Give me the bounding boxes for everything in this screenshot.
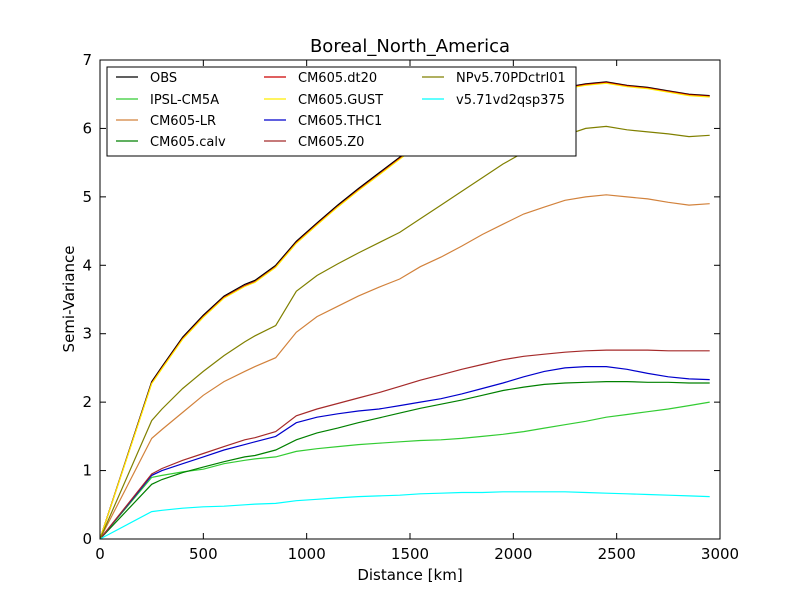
legend-label-5: CM605.GUST (298, 93, 383, 108)
series-line-2 (99, 194, 710, 540)
legend-label-4: CM605.dt20 (298, 71, 377, 86)
legend-label-6: CM605.THC1 (298, 114, 382, 129)
series-line-7 (99, 349, 710, 540)
legend-label-3: CM605.calv (150, 135, 226, 150)
legend-label-9: v5.71vd2qsp375 (456, 93, 565, 108)
y-tick-label: 3 (82, 325, 92, 343)
series-line-6 (99, 366, 710, 540)
legend-label-8: NPv5.70PDctrl01 (456, 71, 566, 86)
x-tick-label: 500 (189, 545, 218, 563)
x-tick-label: 0 (95, 545, 105, 563)
x-tick-label: 2000 (494, 545, 532, 563)
chart-title: Boreal_North_America (310, 36, 510, 57)
series-line-8 (99, 125, 710, 540)
x-tick-label: 3000 (701, 545, 739, 563)
x-tick-label: 1500 (391, 545, 429, 563)
legend-label-7: CM605.Z0 (298, 135, 364, 150)
tick-layer: 0 500 1000 1500 2000 2500 3000 0 1 2 3 4 5 6 7 (82, 51, 739, 563)
y-tick-label: 5 (82, 188, 92, 206)
series-line-9 (99, 491, 710, 540)
series-line-3 (99, 381, 710, 540)
legend-label-0: OBS (150, 71, 177, 86)
y-tick-label: 0 (82, 530, 92, 548)
series-line-1 (99, 401, 710, 540)
y-tick-label: 2 (82, 393, 92, 411)
x-tick-label: 1000 (288, 545, 326, 563)
y-axis-label: Semi-Variance (60, 246, 78, 353)
y-tick-label: 4 (82, 256, 92, 274)
y-tick-label: 1 (82, 462, 92, 480)
x-tick-label: 2500 (598, 545, 636, 563)
legend: OBS IPSL-CM5A CM605-LR CM605.calv CM605.dt20… (106, 66, 577, 157)
y-tick-label: 7 (82, 51, 92, 69)
legend-box (106, 66, 577, 157)
y-tick-label: 6 (82, 119, 92, 137)
legend-label-1: IPSL-CM5A (150, 93, 219, 108)
legend-label-2: CM605-LR (150, 114, 216, 129)
x-axis-label: Distance [km] (357, 566, 462, 584)
